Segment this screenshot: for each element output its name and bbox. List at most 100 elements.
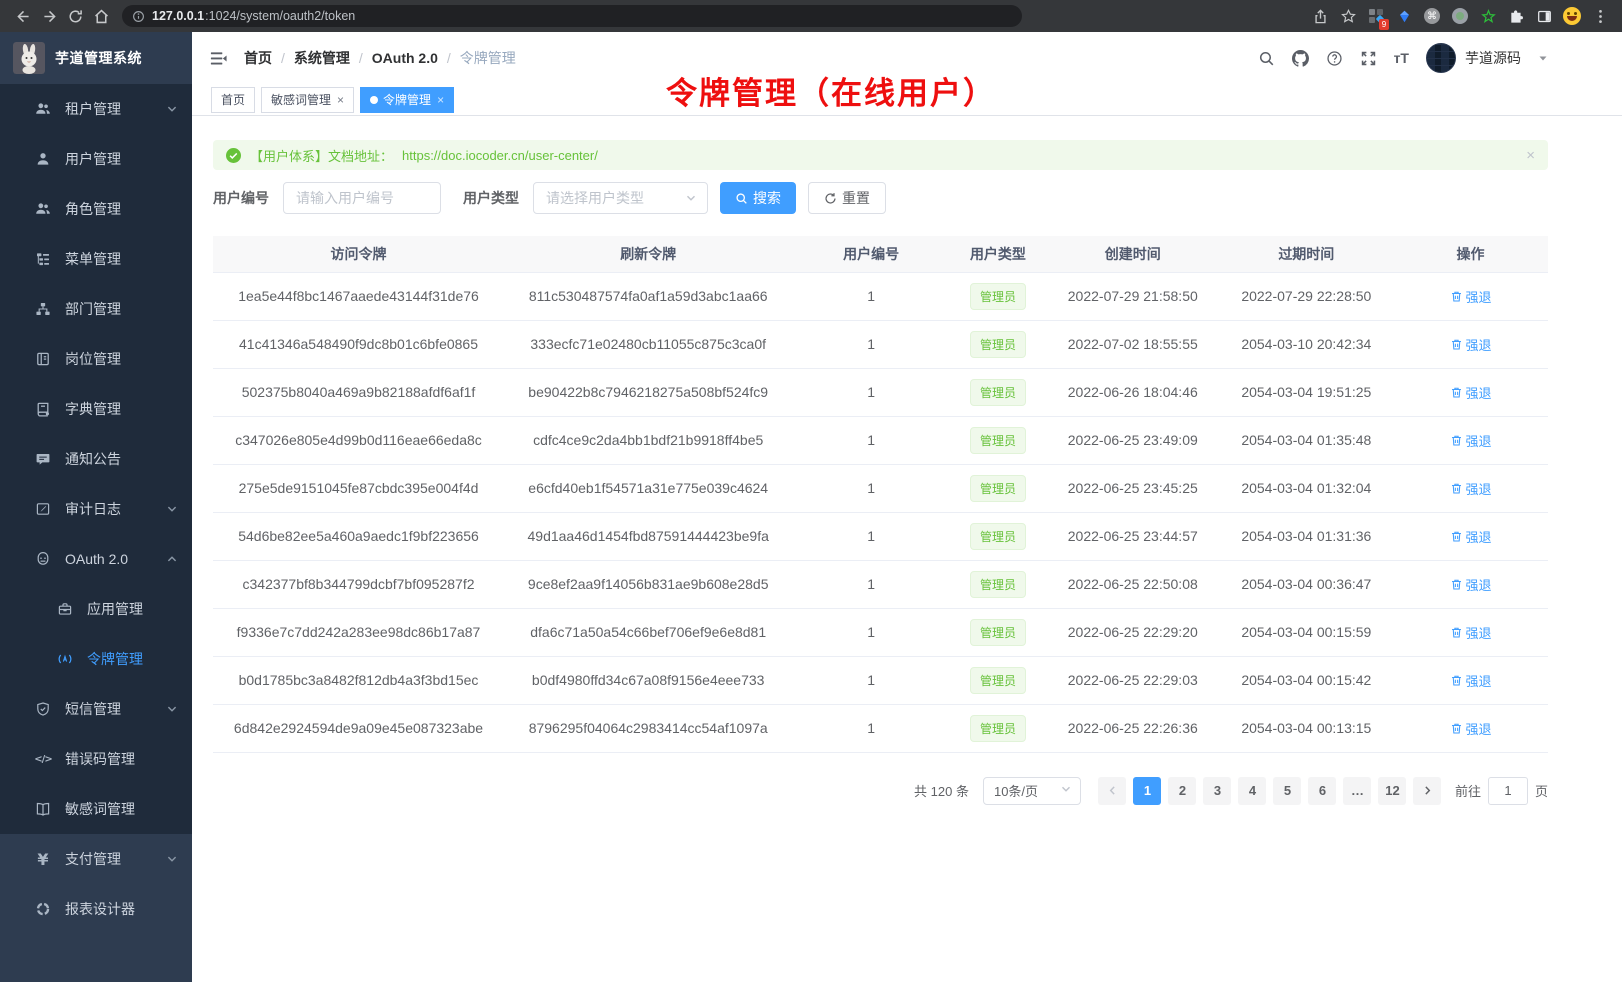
doc-link[interactable]: https://doc.iocoder.cn/user-center/: [402, 147, 598, 163]
sidebar-item-sms[interactable]: 短信管理: [0, 684, 192, 734]
sidebar-item-dept[interactable]: 部门管理: [0, 284, 192, 334]
sidebar-item-user[interactable]: 用户管理: [0, 134, 192, 184]
page-button[interactable]: 5: [1273, 776, 1302, 805]
sidebar-item-menu[interactable]: 菜单管理: [0, 234, 192, 284]
side-panel-icon[interactable]: [1532, 4, 1556, 28]
tab-sensitive-word[interactable]: 敏感词管理 ×: [261, 86, 355, 113]
sidebar-item-audit-log[interactable]: 审计日志: [0, 484, 192, 534]
page-size-select[interactable]: 10条/页: [982, 776, 1081, 805]
address-bar[interactable]: 127.0.0.1 :1024/system/oauth2/token: [122, 5, 1022, 27]
page-button[interactable]: 4: [1238, 776, 1267, 805]
user-id-input[interactable]: [283, 182, 441, 214]
page-button[interactable]: 3: [1203, 776, 1232, 805]
user-type-badge: 管理员: [969, 426, 1026, 454]
force-logout-button[interactable]: 强退: [1450, 383, 1492, 402]
sidebar-menu: 租户管理 用户管理 角色管理 菜单管理: [0, 84, 192, 834]
browser-menu-icon[interactable]: [1588, 4, 1612, 28]
tab-token[interactable]: 令牌管理 ×: [360, 86, 455, 113]
current-user-name[interactable]: 芋道源码: [1465, 50, 1521, 66]
force-logout-button[interactable]: 强退: [1450, 527, 1492, 546]
user-type-label: 用户类型: [463, 190, 519, 206]
app-logo[interactable]: 芋道管理系统: [0, 32, 192, 84]
force-logout-button[interactable]: 强退: [1450, 575, 1492, 594]
goto-page-input[interactable]: [1487, 776, 1528, 805]
chevron-up-icon: [166, 553, 178, 565]
gem-extension-icon[interactable]: [1392, 4, 1416, 28]
font-size-icon[interactable]: тT: [1393, 50, 1409, 66]
url-path: :1024/system/oauth2/token: [205, 9, 356, 23]
reset-button[interactable]: 重置: [808, 182, 886, 214]
user-menu-caret-icon[interactable]: [1538, 53, 1548, 63]
force-logout-button[interactable]: 强退: [1450, 623, 1492, 642]
sidebar-item-oauth2[interactable]: OAuth 2.0: [0, 534, 192, 584]
alert-close-icon[interactable]: ×: [1526, 146, 1535, 164]
record-extension-icon[interactable]: [1448, 4, 1472, 28]
close-icon[interactable]: ×: [437, 92, 445, 107]
breadcrumb-item[interactable]: OAuth 2.0: [371, 50, 438, 66]
sidebar-item-sensitive-word[interactable]: 敏感词管理: [0, 784, 192, 834]
cell-refresh-token: 9ce8ef2aa9f14056b831ae9b608e28d5: [504, 560, 793, 609]
breadcrumb-item[interactable]: 系统管理: [293, 50, 350, 66]
fullscreen-icon[interactable]: [1360, 50, 1377, 67]
breadcrumb-item[interactable]: 令牌管理: [459, 50, 516, 66]
cell-access-token: 6d842e2924594de9a09e45e087323abe: [213, 704, 505, 753]
browser-reload-icon[interactable]: [62, 3, 88, 29]
next-page-button[interactable]: [1413, 776, 1442, 805]
sidebar-collapse-icon[interactable]: [209, 49, 228, 68]
command-extension-icon[interactable]: ⌘: [1420, 4, 1444, 28]
sidebar-item-tenant[interactable]: 租户管理: [0, 84, 192, 134]
emoji-extension-icon[interactable]: [1560, 4, 1584, 28]
extensions-puzzle-icon[interactable]: [1504, 4, 1528, 28]
tab-home[interactable]: 首页: [211, 86, 256, 113]
cell-user-type: 管理员: [949, 320, 1046, 369]
cell-expire-time: 2054-03-04 01:31:36: [1219, 512, 1394, 561]
page-button[interactable]: …: [1343, 776, 1372, 805]
sidebar-item-oauth2-app[interactable]: 应用管理: [0, 584, 192, 634]
table-row: 6d842e2924594de9a09e45e087323abe 8796295…: [213, 704, 1548, 753]
page-button[interactable]: 12: [1378, 776, 1407, 805]
share-icon[interactable]: [1308, 4, 1332, 28]
search-icon[interactable]: [1258, 50, 1275, 67]
cell-user-id: 1: [792, 272, 950, 321]
page-button[interactable]: 6: [1308, 776, 1337, 805]
sidebar-item-errcode[interactable]: </> 错误码管理: [34, 751, 135, 767]
search-button[interactable]: 搜索: [720, 182, 796, 214]
avatar[interactable]: [1426, 43, 1456, 73]
prev-page-button[interactable]: [1098, 776, 1127, 805]
sidebar-item-report[interactable]: 报表设计器: [0, 884, 192, 934]
sidebar-item-notice[interactable]: 通知公告: [0, 434, 192, 484]
force-logout-button[interactable]: 强退: [1450, 479, 1492, 498]
close-icon[interactable]: ×: [337, 92, 345, 107]
chevron-down-icon: [685, 192, 697, 204]
page-button[interactable]: 2: [1168, 776, 1197, 805]
help-icon[interactable]: [1326, 50, 1343, 67]
force-logout-button[interactable]: 强退: [1450, 719, 1492, 738]
goto-label: 前往: [1454, 784, 1481, 799]
sidebar-item-dict[interactable]: 字典管理: [0, 384, 192, 434]
cell-user-type: 管理员: [949, 656, 1046, 705]
force-logout-button[interactable]: 强退: [1450, 335, 1492, 354]
sidebar-item-oauth2-token[interactable]: 令牌管理: [0, 634, 192, 684]
extension-grid-icon[interactable]: 9: [1364, 4, 1389, 30]
github-icon[interactable]: [1291, 49, 1309, 67]
page-button[interactable]: 1: [1133, 776, 1162, 805]
trash-icon: [1450, 626, 1463, 639]
breadcrumb-item[interactable]: 首页: [244, 50, 272, 66]
star-extension-icon[interactable]: [1476, 4, 1500, 28]
force-logout-button[interactable]: 强退: [1450, 431, 1492, 450]
cell-action: 强退: [1393, 704, 1548, 753]
browser-forward-icon[interactable]: [36, 3, 62, 29]
cell-user-type: 管理员: [949, 704, 1046, 753]
chevron-down-icon: [1060, 783, 1072, 798]
sidebar-item-role[interactable]: 角色管理: [0, 184, 192, 234]
user-icon: [34, 150, 52, 168]
user-type-select[interactable]: 请选择用户类型: [533, 182, 708, 214]
browser-home-icon[interactable]: [88, 3, 114, 29]
browser-back-icon[interactable]: [10, 3, 36, 29]
bookmark-star-icon[interactable]: [1336, 4, 1360, 28]
trash-icon: [1450, 482, 1463, 495]
force-logout-button[interactable]: 强退: [1450, 671, 1492, 690]
sidebar-item-post[interactable]: 岗位管理: [0, 334, 192, 384]
sidebar-item-pay[interactable]: ¥ 支付管理: [0, 834, 192, 884]
force-logout-button[interactable]: 强退: [1450, 287, 1492, 306]
